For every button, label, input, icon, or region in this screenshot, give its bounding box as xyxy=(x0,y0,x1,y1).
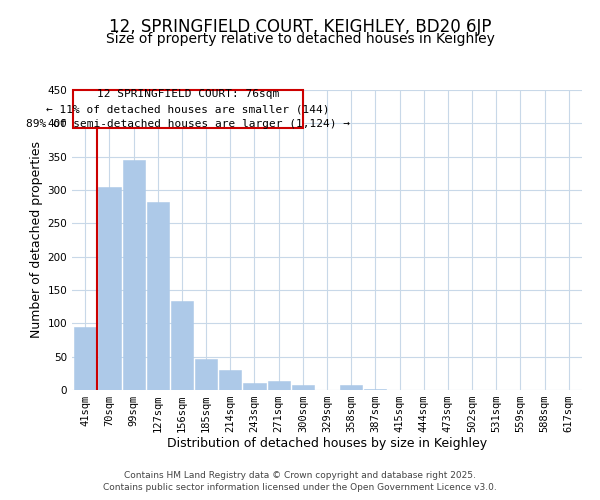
Text: 12 SPRINGFIELD COURT: 76sqm
← 11% of detached houses are smaller (144)
89% of se: 12 SPRINGFIELD COURT: 76sqm ← 11% of det… xyxy=(26,89,350,129)
Bar xyxy=(122,160,145,390)
Bar xyxy=(195,358,217,390)
Bar xyxy=(146,202,169,390)
Text: Contains public sector information licensed under the Open Government Licence v3: Contains public sector information licen… xyxy=(103,482,497,492)
Text: Size of property relative to detached houses in Keighley: Size of property relative to detached ho… xyxy=(106,32,494,46)
X-axis label: Distribution of detached houses by size in Keighley: Distribution of detached houses by size … xyxy=(167,436,487,450)
Bar xyxy=(171,302,193,390)
Bar xyxy=(219,370,241,390)
Bar xyxy=(244,384,266,390)
Text: Contains HM Land Registry data © Crown copyright and database right 2025.: Contains HM Land Registry data © Crown c… xyxy=(124,472,476,480)
Bar xyxy=(340,386,362,390)
Y-axis label: Number of detached properties: Number of detached properties xyxy=(30,142,43,338)
Bar xyxy=(74,326,97,390)
Bar xyxy=(98,186,121,390)
Bar xyxy=(292,384,314,390)
Text: 12, SPRINGFIELD COURT, KEIGHLEY, BD20 6JP: 12, SPRINGFIELD COURT, KEIGHLEY, BD20 6J… xyxy=(109,18,491,36)
Bar xyxy=(268,382,290,390)
FancyBboxPatch shape xyxy=(73,90,303,128)
